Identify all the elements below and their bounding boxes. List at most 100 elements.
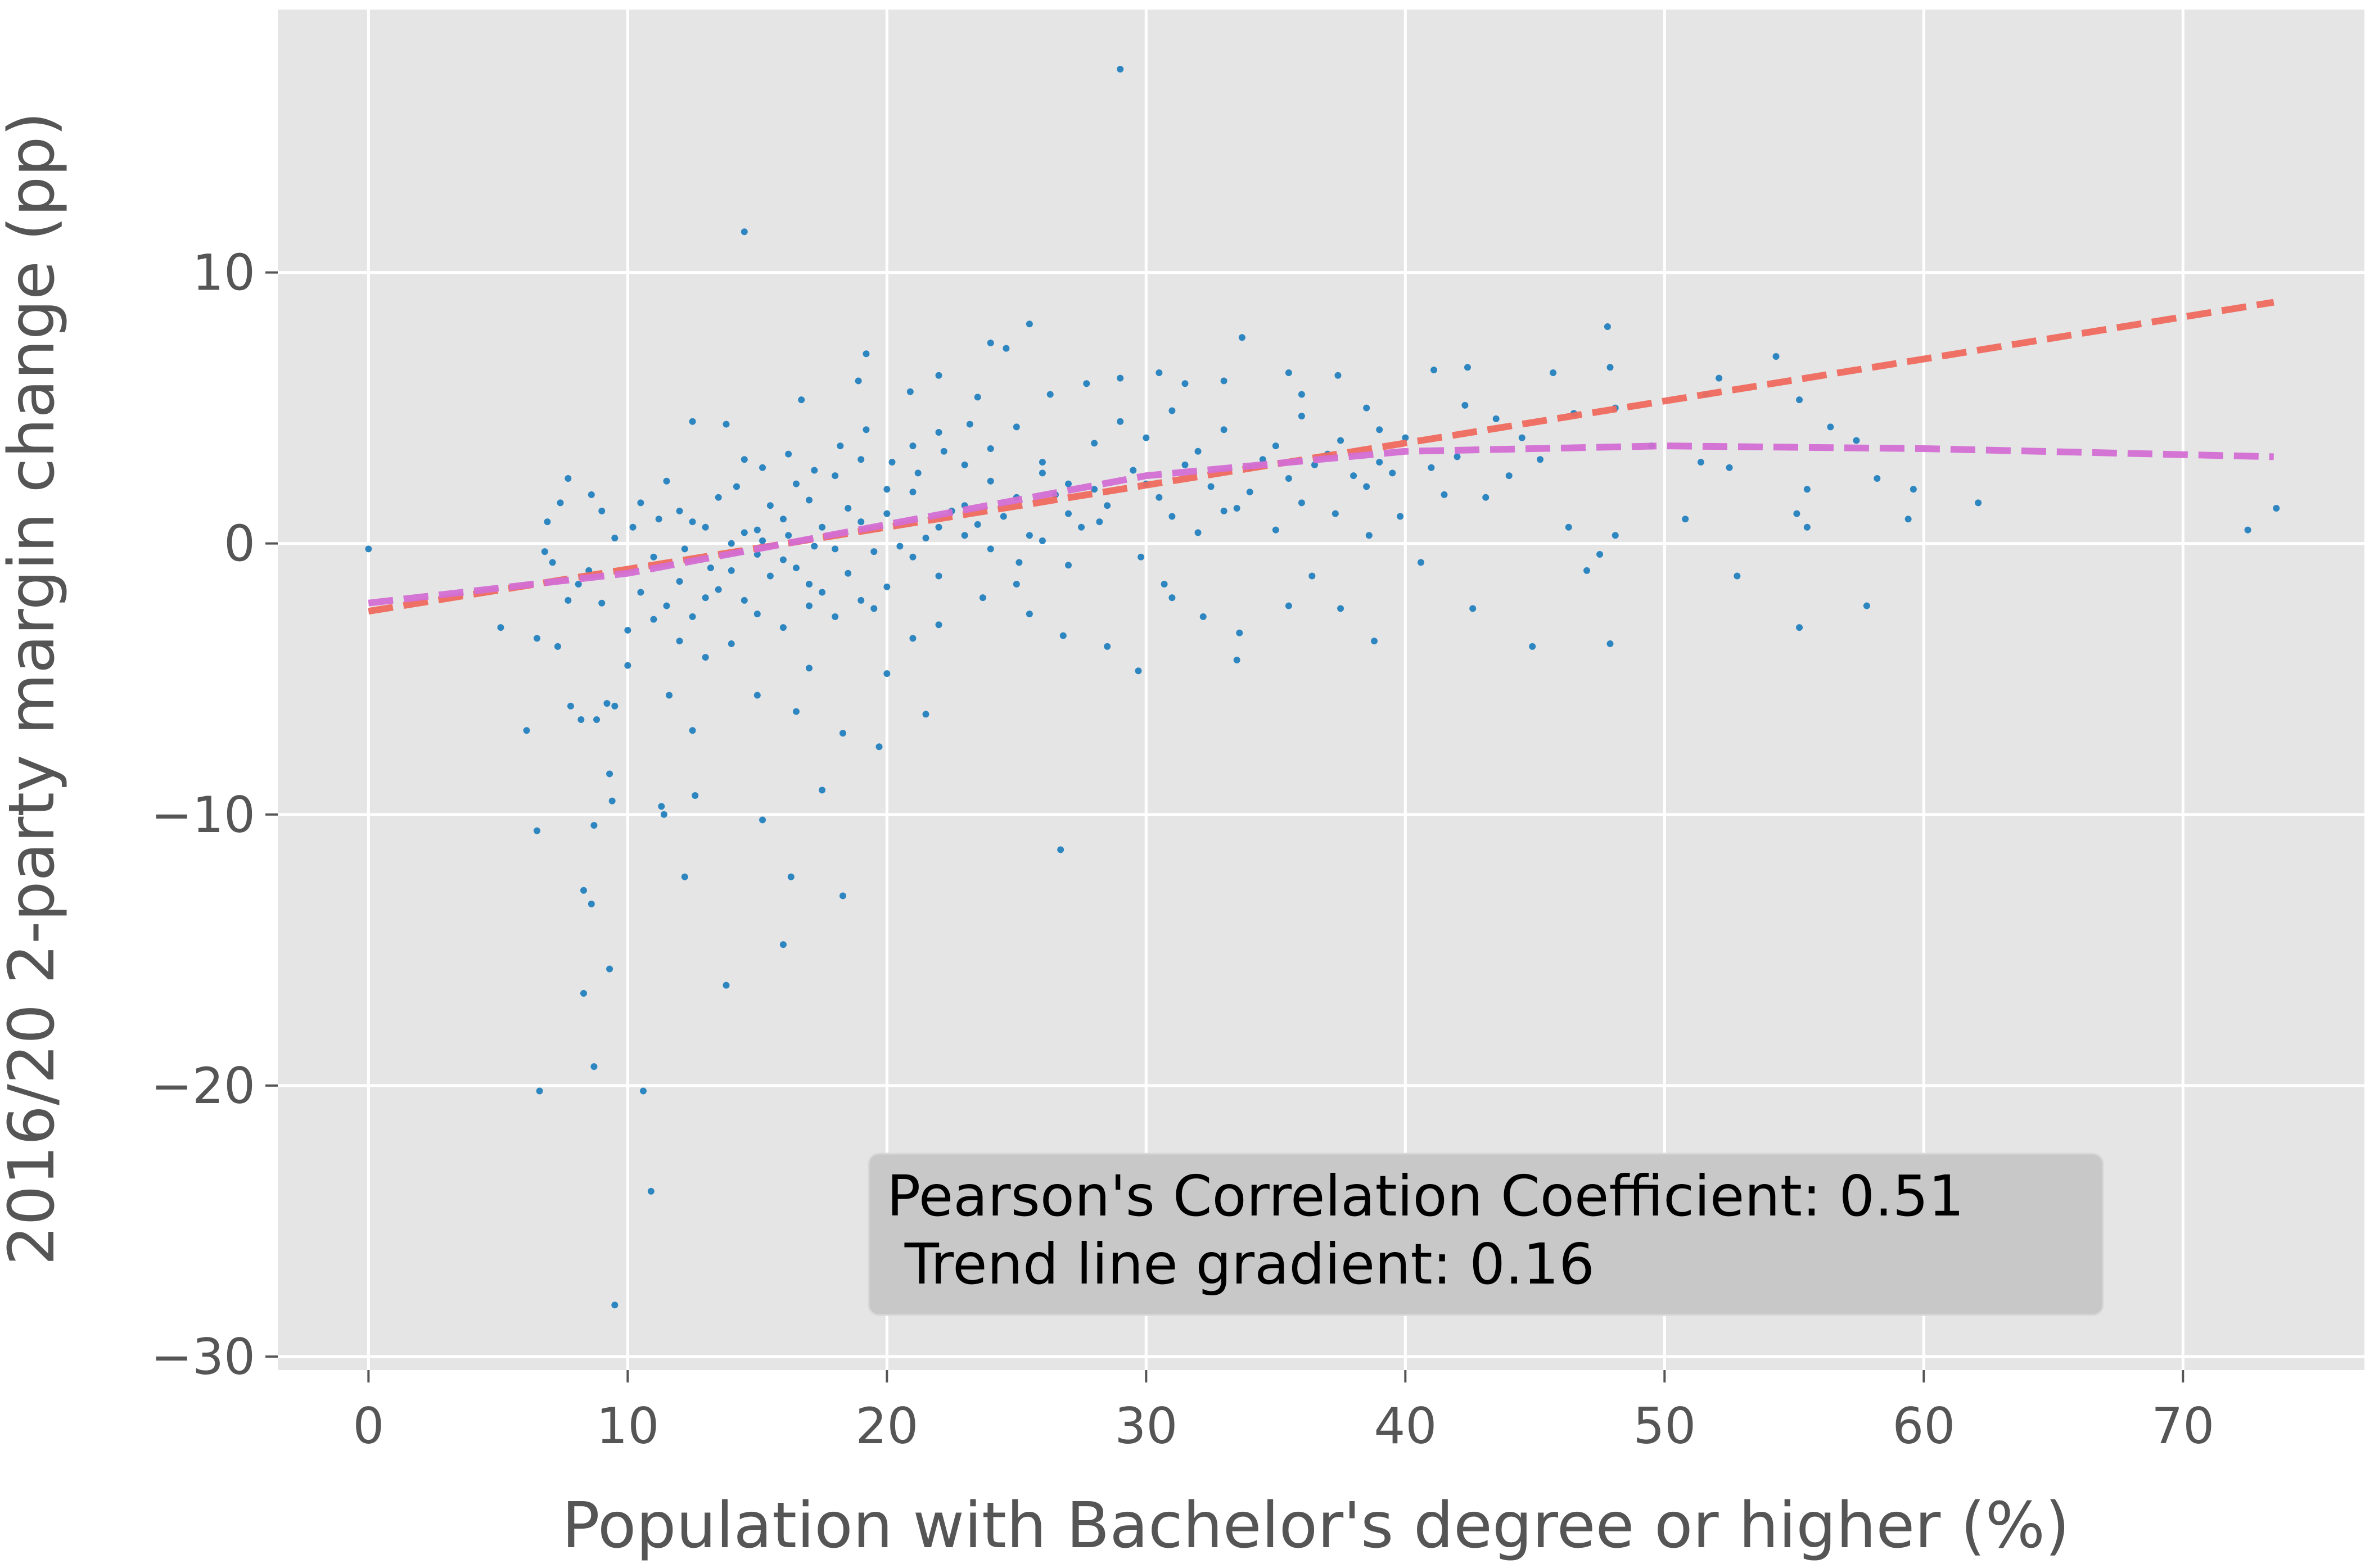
data-point: [974, 521, 981, 528]
annotation-box: [868, 1153, 2104, 1316]
data-points: [365, 66, 2280, 1309]
data-point: [857, 456, 865, 463]
data-point: [1604, 323, 1611, 331]
data-point: [806, 580, 813, 588]
data-point: [855, 377, 862, 385]
data-point: [715, 494, 722, 501]
data-point: [966, 421, 973, 428]
data-point: [1793, 510, 1800, 517]
data-point: [1550, 369, 1557, 376]
data-point: [845, 570, 852, 577]
plot-background: [278, 10, 2364, 1370]
data-point: [533, 635, 540, 642]
data-point: [870, 605, 878, 612]
data-point: [598, 507, 606, 514]
data-point: [779, 556, 787, 563]
data-point: [567, 702, 574, 710]
data-point: [832, 545, 839, 553]
data-point: [1091, 486, 1098, 493]
data-point: [541, 548, 548, 555]
data-point: [1371, 638, 1378, 645]
y-axis-label: 2016/20 2-party margin change (pp): [0, 112, 69, 1266]
data-point: [1220, 426, 1227, 433]
data-point: [1464, 364, 1471, 371]
data-point: [832, 472, 839, 480]
data-point: [875, 743, 883, 751]
data-point: [741, 597, 748, 604]
data-point: [1233, 656, 1240, 663]
data-point: [689, 518, 696, 526]
x-tick-label: 20: [855, 1397, 918, 1455]
data-point: [741, 456, 748, 463]
data-point: [1117, 374, 1124, 382]
data-point: [1796, 624, 1803, 631]
data-point: [1505, 472, 1513, 480]
data-point: [580, 989, 587, 997]
data-point: [554, 643, 561, 650]
data-point: [1161, 580, 1168, 588]
data-point: [779, 624, 787, 631]
data-point: [961, 461, 968, 468]
data-point: [702, 523, 709, 531]
data-point: [819, 787, 826, 794]
y-tick-label: −20: [151, 1057, 255, 1115]
data-point: [909, 489, 917, 496]
data-point: [523, 727, 530, 734]
data-point: [1376, 459, 1383, 466]
data-point: [1298, 413, 1305, 420]
data-point: [1606, 640, 1614, 648]
data-point: [1430, 367, 1438, 374]
trend-lines: [368, 299, 2274, 615]
data-point: [914, 469, 922, 477]
data-point: [935, 621, 942, 629]
data-point: [707, 564, 714, 572]
data-point: [792, 564, 800, 572]
data-point: [979, 594, 986, 602]
data-point: [741, 228, 748, 236]
data-point: [624, 626, 631, 634]
data-point: [935, 572, 942, 580]
data-point: [1285, 475, 1292, 482]
data-point: [753, 526, 761, 534]
data-point: [798, 396, 805, 404]
data-point: [987, 545, 994, 553]
data-point: [753, 611, 761, 618]
data-point: [883, 510, 891, 517]
data-point: [1039, 459, 1046, 466]
data-point: [857, 597, 865, 604]
axis-ticks: 0 10 20 30 40 50 60 70 −30 −20 −10 0 10: [151, 244, 2214, 1455]
data-point: [922, 711, 929, 718]
data-point: [1236, 629, 1243, 636]
data-point: [1039, 469, 1046, 477]
data-point: [1803, 523, 1811, 531]
data-point: [1078, 523, 1085, 531]
data-point: [909, 635, 917, 642]
data-point: [590, 1063, 598, 1070]
data-point: [1272, 526, 1279, 534]
data-point: [1441, 491, 1448, 498]
data-point: [1168, 407, 1176, 414]
data-point: [533, 827, 540, 834]
data-point: [1337, 437, 1344, 444]
data-point: [1803, 486, 1811, 493]
data-point: [1363, 404, 1370, 412]
data-point: [575, 580, 582, 588]
data-point: [1199, 613, 1207, 620]
data-point: [909, 442, 917, 450]
gridlines: [278, 10, 2364, 1370]
data-point: [922, 535, 929, 542]
data-point: [883, 583, 891, 590]
data-point: [1716, 374, 1723, 382]
data-point: [637, 499, 644, 507]
data-point: [689, 613, 696, 620]
data-point: [1311, 461, 1318, 468]
x-tick-label: 50: [1633, 1397, 1696, 1455]
x-axis-label: Population with Bachelor's degree or hig…: [562, 1489, 2069, 1562]
data-point: [1057, 846, 1064, 853]
data-point: [608, 797, 616, 805]
data-point: [863, 426, 870, 433]
data-point: [1697, 459, 1704, 466]
data-point: [365, 545, 372, 553]
data-point: [663, 477, 670, 485]
data-point: [766, 502, 774, 509]
